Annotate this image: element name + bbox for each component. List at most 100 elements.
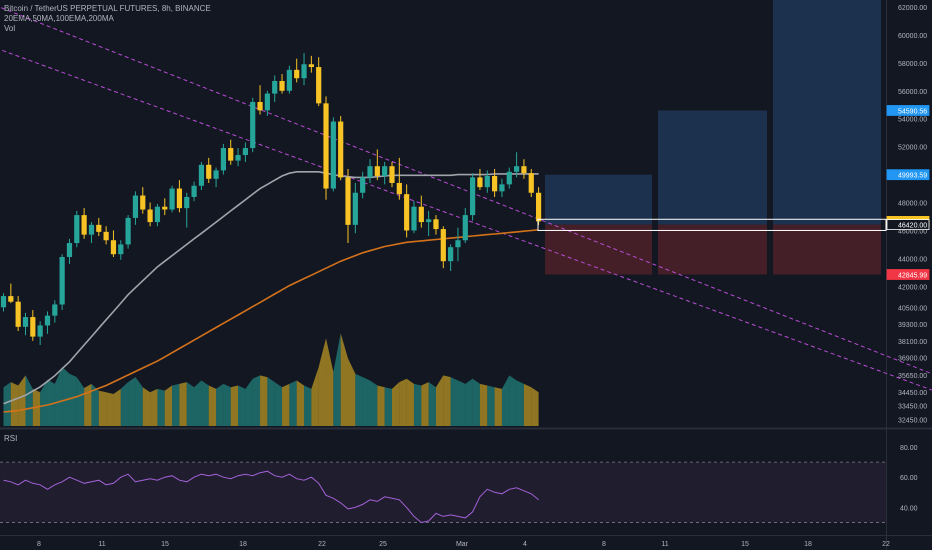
- volume-area: [230, 385, 239, 426]
- volume-area: [267, 377, 275, 426]
- stop-loss-zone: [773, 224, 881, 275]
- candle-body: [418, 206, 424, 223]
- volume-area: [3, 382, 11, 426]
- candle-body: [169, 188, 175, 210]
- price-label-text: 54590.56: [898, 108, 927, 115]
- candle-body: [88, 224, 95, 235]
- candle: [44, 311, 51, 334]
- price-axis-tick: 38100.00: [898, 339, 927, 346]
- candle-body: [308, 64, 314, 68]
- candle: [477, 169, 483, 190]
- time-axis-tick: 18: [804, 541, 812, 548]
- candle: [323, 96, 329, 200]
- candle: [0, 293, 7, 312]
- volume-area: [172, 383, 180, 426]
- candle-body: [345, 177, 351, 225]
- rsi-axis-tick: 80.00: [900, 445, 918, 452]
- candle-body: [286, 69, 292, 91]
- candle: [132, 191, 139, 225]
- candle-body: [66, 243, 73, 257]
- candle: [492, 169, 498, 197]
- rsi-legend[interactable]: RSI: [4, 434, 18, 443]
- candle-body: [426, 219, 432, 223]
- indicator-legend[interactable]: 20EMA,50MA,100EMA,200MA: [4, 14, 114, 23]
- candle-body: [132, 195, 139, 218]
- candle-body: [440, 229, 446, 262]
- time-axis-tick: 22: [882, 541, 890, 548]
- candle-body: [514, 166, 520, 172]
- volume-area: [479, 383, 488, 426]
- volume-area: [260, 375, 268, 426]
- time-axis-tick: 11: [661, 541, 668, 548]
- candle: [22, 312, 29, 336]
- candle-body: [52, 304, 58, 316]
- candle: [118, 240, 124, 260]
- candle-body: [103, 231, 109, 241]
- candle-body: [455, 240, 461, 248]
- candle: [338, 115, 344, 181]
- selection-box: [537, 218, 887, 231]
- symbol-title[interactable]: Bitcoin / TetherUS PERPETUAL FUTURES, 8h…: [4, 4, 211, 13]
- volume-area: [494, 387, 502, 426]
- volume-area: [164, 385, 173, 426]
- candle-body: [352, 192, 358, 225]
- candle-body: [323, 103, 329, 189]
- candle-body: [316, 67, 322, 104]
- candle: [242, 142, 248, 163]
- candle: [8, 283, 14, 304]
- rsi-axis-tick: 60.00: [900, 475, 918, 482]
- volume-area: [516, 380, 524, 426]
- ema100-line: [3, 229, 539, 413]
- candle: [535, 187, 542, 225]
- volume-area: [311, 366, 319, 426]
- price-axis-tick: 58000.00: [898, 61, 927, 68]
- volume-legend[interactable]: Vol: [4, 24, 16, 33]
- candle: [96, 217, 102, 237]
- candle-body: [191, 185, 197, 197]
- candle-body: [279, 81, 285, 91]
- volume-area: [413, 383, 422, 426]
- stop-loss-zone: [658, 224, 767, 275]
- time-axis-tick: Mar: [456, 541, 469, 548]
- volume-area: [157, 388, 165, 426]
- volume-area: [179, 382, 187, 426]
- candle: [440, 226, 446, 269]
- volume-area: [501, 375, 510, 426]
- candle: [455, 227, 461, 262]
- volume-area: [391, 382, 400, 426]
- volume-area: [406, 378, 414, 426]
- price-label-tag: [886, 105, 930, 116]
- volume-area: [84, 383, 92, 426]
- volume-area: [384, 387, 392, 426]
- volume-area: [355, 373, 363, 426]
- candle-body: [198, 164, 205, 186]
- candle: [396, 157, 402, 200]
- volume-area: [252, 375, 261, 426]
- candle: [345, 169, 351, 244]
- price-axis-tick: 33450.00: [898, 404, 927, 411]
- candle: [81, 208, 87, 239]
- candle: [418, 195, 424, 228]
- candle-body: [213, 170, 219, 179]
- trend-line: [0, 6, 932, 375]
- price-axis-tick: 44000.00: [898, 256, 927, 263]
- volume-area: [40, 379, 48, 426]
- candle: [191, 181, 197, 202]
- price-axis-tick: 60000.00: [898, 33, 927, 40]
- volume-area: [18, 375, 26, 426]
- price-label-tag: [886, 219, 930, 230]
- volume-area: [370, 380, 378, 426]
- candle: [404, 184, 410, 238]
- candle: [140, 187, 146, 214]
- candle: [462, 208, 468, 244]
- price-axis-tick: 48000.00: [898, 201, 927, 208]
- candle: [250, 97, 256, 153]
- candle: [220, 143, 226, 175]
- candle-body: [272, 81, 278, 94]
- candle-body: [147, 209, 153, 223]
- candle-body: [448, 247, 454, 262]
- candle-body: [22, 317, 29, 327]
- candle: [308, 55, 314, 73]
- candle-body: [521, 166, 527, 174]
